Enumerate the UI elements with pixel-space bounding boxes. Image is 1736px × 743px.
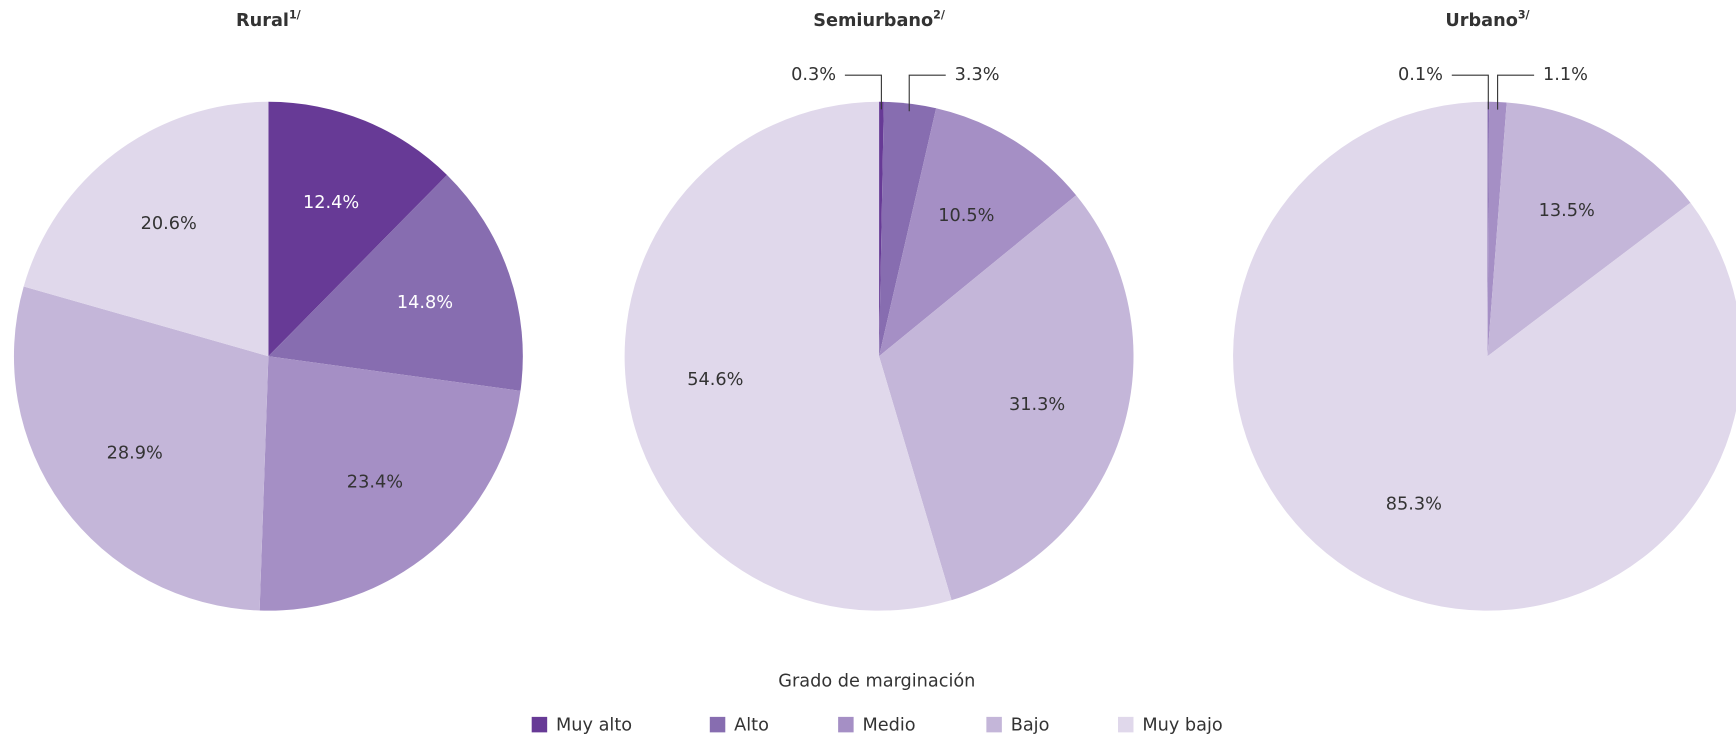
data-label: 23.4%	[347, 473, 403, 493]
leader-line	[908, 74, 946, 112]
data-label: 28.9%	[107, 444, 163, 464]
pie-slice	[879, 108, 1077, 357]
data-label: 0.3%	[791, 65, 836, 85]
pie-slice	[879, 195, 1134, 601]
title-note: 2/	[933, 8, 946, 21]
data-label: 12.4%	[303, 193, 359, 213]
leader-line	[844, 74, 882, 110]
pie-slice	[268, 175, 523, 391]
pie-slice	[879, 101, 937, 357]
legend-label: Alto	[734, 716, 769, 736]
legend-label: Muy alto	[556, 716, 632, 736]
data-label: 14.8%	[397, 293, 453, 313]
chart-title-text: Urbano	[1445, 11, 1517, 31]
data-label: 20.6%	[141, 214, 197, 234]
data-label: 54.6%	[687, 370, 743, 390]
data-label: 13.5%	[1539, 201, 1595, 221]
pie-slice	[1487, 101, 1507, 357]
legend-swatch	[1118, 716, 1134, 733]
legend-swatch	[838, 716, 854, 733]
data-label: 85.3%	[1386, 494, 1442, 514]
pie-slice	[879, 101, 884, 357]
legend-swatch	[531, 716, 548, 733]
title-note: 1/	[289, 8, 302, 21]
pie-slice	[259, 356, 521, 611]
pie-slice	[268, 101, 448, 357]
legend-label: Medio	[862, 716, 915, 736]
pie-slice	[1487, 101, 1490, 357]
legend-label: Muy bajo	[1142, 716, 1222, 736]
data-label: 10.5%	[938, 206, 994, 226]
data-label: 3.3%	[955, 65, 1000, 85]
leader-line	[1497, 74, 1535, 110]
pie-slice	[23, 101, 269, 357]
legend-swatch	[986, 716, 1002, 733]
legend-swatch	[709, 716, 726, 733]
legend-title: Grado de marginación	[778, 671, 975, 691]
data-label: 1.1%	[1543, 65, 1588, 85]
chart-title: Rural1/	[236, 8, 302, 31]
title-note: 3/	[1518, 8, 1531, 21]
pie-slice	[1487, 102, 1691, 357]
leader-line	[1451, 74, 1489, 110]
pie-slice	[624, 101, 952, 611]
legend-label: Bajo	[1011, 716, 1050, 736]
chart-title: Urbano3/	[1445, 8, 1530, 31]
data-label: 31.3%	[1009, 395, 1065, 415]
pie-slice	[1233, 101, 1736, 611]
chart-title-text: Semiurbano	[813, 11, 933, 31]
chart-title: Semiurbano2/	[813, 8, 946, 31]
pie-slice	[13, 286, 269, 611]
chart-title-text: Rural	[236, 11, 289, 31]
data-label: 0.1%	[1398, 65, 1443, 85]
